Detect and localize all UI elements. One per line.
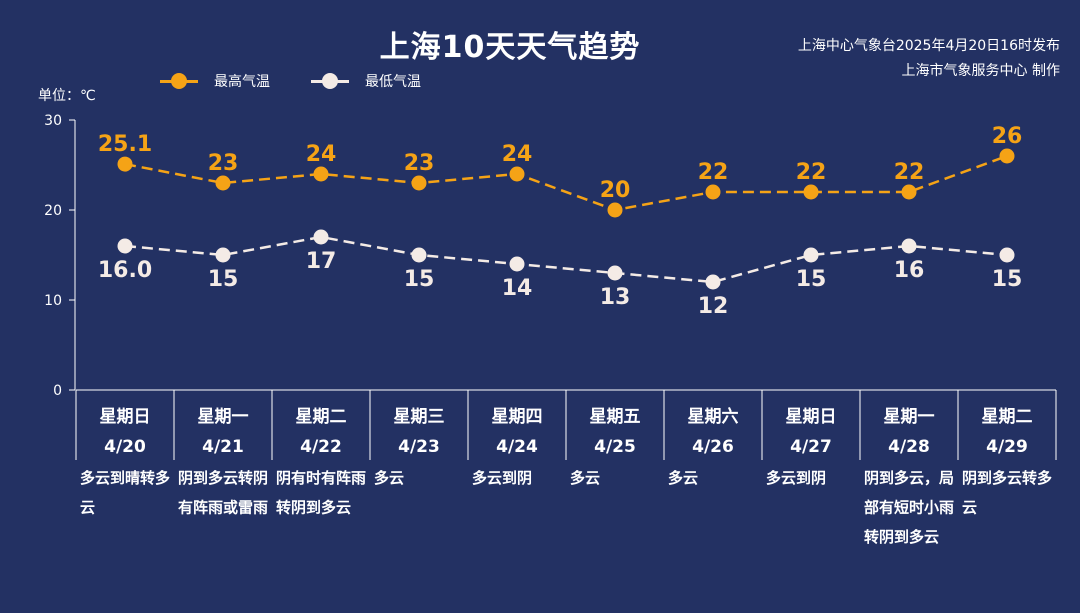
weekday-label: 星期一 bbox=[198, 407, 249, 427]
legend-swatch-low bbox=[311, 71, 349, 91]
low-temp-point bbox=[705, 274, 721, 290]
high-temp-point bbox=[607, 202, 623, 218]
weather-description: 阴到多云转多云 bbox=[962, 469, 1052, 517]
high-temp-label: 24 bbox=[502, 142, 533, 167]
high-temp-point bbox=[803, 184, 819, 200]
high-temp-point bbox=[705, 184, 721, 200]
low-temp-label: 16.0 bbox=[98, 258, 152, 283]
low-temp-point bbox=[803, 247, 819, 263]
weather-description: 多云到晴转多云 bbox=[80, 469, 170, 517]
weather-description: 阴到多云转阴有阵雨或雷雨 bbox=[178, 469, 268, 517]
source-line: 上海市气象服务中心 制作 bbox=[901, 63, 1060, 79]
low-temp-point bbox=[411, 247, 427, 263]
low-temp-label: 15 bbox=[208, 267, 239, 292]
weekday-label: 星期日 bbox=[100, 407, 151, 427]
weather-description: 多云 bbox=[570, 469, 600, 487]
low-temp-point bbox=[607, 265, 623, 281]
low-temp-label: 15 bbox=[796, 267, 827, 292]
date-label: 4/20 bbox=[104, 437, 146, 457]
weekday-label: 星期三 bbox=[394, 407, 445, 427]
weekday-label: 星期一 bbox=[884, 407, 935, 427]
high-temp-point bbox=[901, 184, 917, 200]
date-label: 4/22 bbox=[300, 437, 342, 457]
date-label: 4/25 bbox=[594, 437, 636, 457]
low-temp-line bbox=[124, 235, 1008, 284]
weekday-label: 星期二 bbox=[982, 407, 1033, 427]
y-tick-label: 20 bbox=[44, 203, 62, 219]
legend-label-high: 最高气温 bbox=[214, 74, 270, 90]
date-label: 4/24 bbox=[496, 437, 538, 457]
y-tick-label: 10 bbox=[44, 293, 62, 309]
date-label: 4/27 bbox=[790, 437, 832, 457]
high-temp-point bbox=[313, 166, 329, 182]
weather-description: 阴到多云，局部有短时小雨转阴到多云 bbox=[864, 469, 954, 546]
weekday-label: 星期日 bbox=[786, 407, 837, 427]
high-temp-line bbox=[124, 154, 1008, 212]
source-line: 上海中心气象台2025年4月20日16时发布 bbox=[797, 38, 1060, 54]
weekday-label: 星期二 bbox=[296, 407, 347, 427]
date-label: 4/26 bbox=[692, 437, 734, 457]
high-temp-label: 23 bbox=[208, 151, 239, 176]
date-label: 4/23 bbox=[398, 437, 440, 457]
weekday-label: 星期五 bbox=[590, 407, 641, 427]
high-temp-point bbox=[411, 175, 427, 191]
date-label: 4/29 bbox=[986, 437, 1028, 457]
low-temp-label: 16 bbox=[894, 258, 925, 283]
date-label: 4/28 bbox=[888, 437, 930, 457]
low-temp-label: 14 bbox=[502, 276, 533, 301]
high-temp-point bbox=[215, 175, 231, 191]
low-temp-label: 13 bbox=[600, 285, 631, 310]
low-temp-point bbox=[313, 229, 329, 245]
high-temp-label: 22 bbox=[698, 160, 729, 185]
weather-description: 多云 bbox=[668, 469, 698, 487]
low-temp-point bbox=[215, 247, 231, 263]
low-temp-point bbox=[999, 247, 1015, 263]
weather-description: 阴有时有阵雨转阴到多云 bbox=[276, 469, 366, 517]
low-temp-point bbox=[117, 238, 133, 254]
legend-item-high[interactable]: 最高气温 bbox=[160, 71, 270, 91]
legend-swatch-high bbox=[160, 71, 198, 91]
date-label: 4/21 bbox=[202, 437, 244, 457]
y-tick-label: 0 bbox=[53, 383, 62, 399]
high-temp-point bbox=[509, 166, 525, 182]
unit-label: 单位：℃ bbox=[38, 88, 96, 104]
weather-description: 多云到阴 bbox=[472, 469, 532, 487]
y-tick-label: 30 bbox=[44, 113, 62, 129]
low-temp-label: 15 bbox=[992, 267, 1023, 292]
low-temp-label: 12 bbox=[698, 294, 729, 319]
high-temp-label: 25.1 bbox=[98, 132, 152, 157]
high-temp-label: 20 bbox=[600, 178, 631, 203]
source-note: 上海中心气象台2025年4月20日16时发布 上海市气象服务中心 制作 bbox=[798, 34, 1060, 84]
high-temp-label: 24 bbox=[306, 142, 337, 167]
high-temp-label: 23 bbox=[404, 151, 435, 176]
weekday-label: 星期六 bbox=[688, 406, 739, 427]
weather-description: 多云 bbox=[374, 469, 404, 487]
legend-label-low: 最低气温 bbox=[365, 74, 421, 90]
high-temp-label: 22 bbox=[796, 160, 827, 185]
low-temp-point bbox=[509, 256, 525, 272]
high-temp-point bbox=[117, 156, 133, 172]
legend-item-low[interactable]: 最低气温 bbox=[311, 71, 421, 91]
low-temp-point bbox=[901, 238, 917, 254]
high-temp-point bbox=[999, 148, 1015, 164]
high-temp-label: 26 bbox=[992, 124, 1023, 149]
low-temp-label: 15 bbox=[404, 267, 435, 292]
low-temp-label: 17 bbox=[306, 249, 337, 274]
page-title: 上海10天天气趋势 bbox=[379, 30, 641, 65]
weather-description: 多云到阴 bbox=[766, 469, 826, 487]
weekday-label: 星期四 bbox=[492, 407, 543, 427]
high-temp-label: 22 bbox=[894, 160, 925, 185]
